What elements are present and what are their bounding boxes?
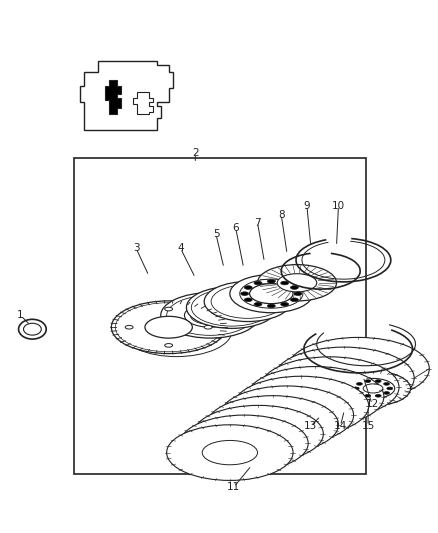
Ellipse shape xyxy=(327,355,390,383)
Ellipse shape xyxy=(211,285,284,318)
Ellipse shape xyxy=(191,306,230,325)
Ellipse shape xyxy=(241,292,249,295)
Polygon shape xyxy=(80,61,173,130)
Ellipse shape xyxy=(290,298,298,302)
Ellipse shape xyxy=(336,391,359,402)
Ellipse shape xyxy=(336,371,410,406)
Ellipse shape xyxy=(365,394,371,397)
Ellipse shape xyxy=(24,324,41,335)
Ellipse shape xyxy=(299,374,360,401)
Ellipse shape xyxy=(357,383,362,385)
Ellipse shape xyxy=(321,402,332,410)
Ellipse shape xyxy=(267,304,275,308)
Ellipse shape xyxy=(313,364,375,392)
Ellipse shape xyxy=(353,387,359,390)
Text: 7: 7 xyxy=(254,217,261,228)
Text: 5: 5 xyxy=(213,229,219,239)
Ellipse shape xyxy=(216,431,272,456)
Ellipse shape xyxy=(250,284,293,304)
Ellipse shape xyxy=(230,274,313,313)
Text: 10: 10 xyxy=(332,201,345,211)
Bar xyxy=(74,158,366,474)
Ellipse shape xyxy=(240,279,303,308)
Ellipse shape xyxy=(187,287,277,328)
Ellipse shape xyxy=(165,344,173,347)
Ellipse shape xyxy=(194,406,323,463)
Ellipse shape xyxy=(287,337,429,400)
Ellipse shape xyxy=(285,383,346,410)
Ellipse shape xyxy=(207,395,339,454)
Ellipse shape xyxy=(145,316,192,338)
Ellipse shape xyxy=(375,379,381,383)
Ellipse shape xyxy=(277,274,317,292)
Ellipse shape xyxy=(167,425,293,480)
Ellipse shape xyxy=(125,326,133,329)
Text: 3: 3 xyxy=(133,243,139,253)
Ellipse shape xyxy=(365,379,371,383)
Ellipse shape xyxy=(184,304,236,327)
Polygon shape xyxy=(106,80,121,114)
Ellipse shape xyxy=(387,387,393,390)
Ellipse shape xyxy=(121,306,232,357)
Ellipse shape xyxy=(220,386,353,445)
Ellipse shape xyxy=(204,326,212,329)
Text: 2: 2 xyxy=(192,149,198,158)
Ellipse shape xyxy=(363,384,383,393)
Text: 11: 11 xyxy=(227,482,240,492)
Ellipse shape xyxy=(161,293,259,338)
Ellipse shape xyxy=(247,367,384,427)
Ellipse shape xyxy=(204,281,291,321)
Ellipse shape xyxy=(244,286,252,289)
Ellipse shape xyxy=(18,319,46,339)
Text: 1: 1 xyxy=(17,310,24,320)
Ellipse shape xyxy=(111,301,226,353)
Ellipse shape xyxy=(254,281,262,285)
Ellipse shape xyxy=(258,402,316,428)
Text: 9: 9 xyxy=(304,201,310,211)
Ellipse shape xyxy=(281,281,289,285)
Ellipse shape xyxy=(180,415,308,472)
Ellipse shape xyxy=(281,302,289,306)
Ellipse shape xyxy=(384,392,389,394)
Text: 15: 15 xyxy=(361,421,375,431)
Ellipse shape xyxy=(260,357,399,418)
Ellipse shape xyxy=(357,392,362,394)
Ellipse shape xyxy=(254,302,262,306)
Ellipse shape xyxy=(258,264,336,301)
Ellipse shape xyxy=(267,280,275,283)
Ellipse shape xyxy=(271,393,331,419)
Text: 13: 13 xyxy=(304,421,318,431)
Ellipse shape xyxy=(244,298,252,302)
Ellipse shape xyxy=(375,394,381,397)
Ellipse shape xyxy=(115,303,222,352)
Ellipse shape xyxy=(230,422,287,447)
Ellipse shape xyxy=(384,383,389,385)
Ellipse shape xyxy=(351,378,395,399)
Polygon shape xyxy=(133,92,153,114)
Ellipse shape xyxy=(274,347,414,409)
Ellipse shape xyxy=(317,399,336,413)
Ellipse shape xyxy=(294,292,302,295)
Ellipse shape xyxy=(167,295,254,335)
Text: 6: 6 xyxy=(233,223,239,233)
Text: 14: 14 xyxy=(334,421,347,431)
Text: 12: 12 xyxy=(365,399,379,409)
Ellipse shape xyxy=(233,376,369,435)
Ellipse shape xyxy=(339,393,355,400)
Ellipse shape xyxy=(202,440,258,465)
Text: 8: 8 xyxy=(278,209,285,220)
Ellipse shape xyxy=(290,286,298,289)
Ellipse shape xyxy=(191,289,272,326)
Ellipse shape xyxy=(244,412,302,438)
Text: 4: 4 xyxy=(177,243,184,253)
Ellipse shape xyxy=(165,307,173,311)
